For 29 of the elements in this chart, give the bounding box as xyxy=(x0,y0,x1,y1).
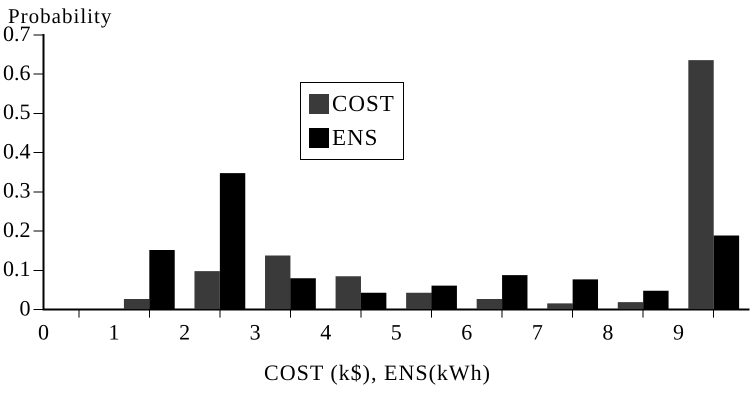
bar xyxy=(688,60,714,310)
y-tick-label: 0.3 xyxy=(3,178,30,203)
x-tick-label: 9 xyxy=(672,320,684,345)
y-tick-label: 0.1 xyxy=(3,256,30,282)
bar xyxy=(194,271,220,310)
bar xyxy=(265,255,290,310)
x-tick-label: 2 xyxy=(179,320,190,345)
bar xyxy=(476,299,502,310)
x-tick-label: 0 xyxy=(38,320,49,345)
legend-label: COST xyxy=(332,90,395,118)
bar xyxy=(406,292,432,310)
x-tick-label: 1 xyxy=(108,320,120,345)
bar xyxy=(547,303,573,310)
x-axis-title: COST (k$), ENS(kWh) xyxy=(263,360,492,386)
x-tick-label: 4 xyxy=(320,320,332,345)
y-tick-label: 0 xyxy=(20,295,30,320)
x-tick-label: 3 xyxy=(250,320,261,345)
y-tick-label: 0.4 xyxy=(3,138,30,164)
bar xyxy=(618,302,644,310)
legend-label: ENS xyxy=(332,124,378,152)
x-tick-label: 7 xyxy=(532,320,543,345)
bar xyxy=(336,276,361,310)
x-tick-label: 5 xyxy=(390,320,402,345)
y-tick-label: 0.2 xyxy=(3,216,30,242)
bar xyxy=(124,299,150,310)
y-tick-label: 0.5 xyxy=(3,99,30,124)
x-tick-label: 8 xyxy=(602,320,614,345)
y-tick-label: 0.6 xyxy=(3,60,30,86)
x-tick-label: 6 xyxy=(461,320,472,345)
